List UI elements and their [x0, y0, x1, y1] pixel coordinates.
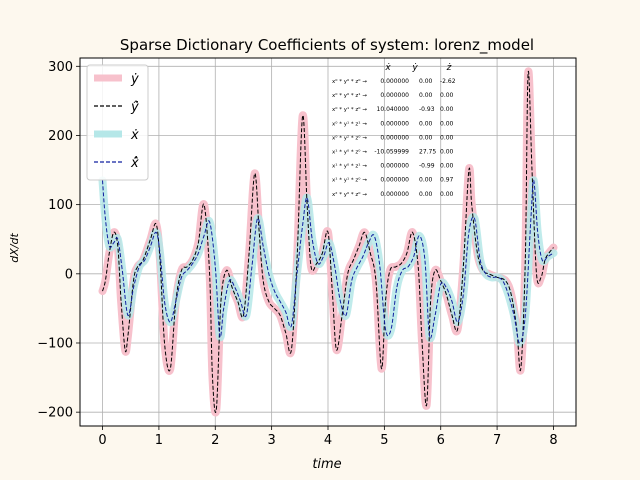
- series-xhat: [102, 179, 554, 344]
- table-value-xdot: 0.000000: [380, 177, 409, 184]
- table-value-zdot: 0.00: [440, 163, 454, 170]
- legend-label-ydot: ẏ: [130, 72, 139, 87]
- table-row: x⁰ * y² * z⁰ → 0.000000 0.00 0.00: [332, 134, 454, 141]
- table-value-xdot: 0.000000: [380, 120, 409, 127]
- table-value-zdot: 0.00: [440, 149, 454, 156]
- series-group: [98, 67, 558, 417]
- table-term: x¹ * y¹ * z⁰ →: [332, 177, 367, 184]
- x-tick-label: 7: [493, 433, 501, 448]
- table-value-ydot: 0.00: [419, 92, 433, 99]
- table-row: x⁰ * y⁰ * z¹ → 0.000000 0.00 0.00: [332, 92, 454, 99]
- x-tick-label: 2: [211, 433, 219, 448]
- legend: ẏ ŷ̇ ẋ x̂̇: [86, 64, 149, 181]
- x-tick-label: 4: [324, 433, 332, 448]
- table-value-xdot: 0.000000: [380, 163, 409, 170]
- table-row: x¹ * y⁰ * z⁰ → -10.059999 27.75 0.00: [332, 149, 454, 156]
- table-row: x⁰ * y¹ * z⁰ → 10.040000 -0.93 0.00: [332, 106, 454, 113]
- table-term: x¹ * y⁰ * z¹ →: [332, 163, 367, 170]
- x-axis-label: time: [312, 457, 341, 472]
- table-header: ż: [446, 63, 452, 73]
- table-value-zdot: 0.00: [440, 92, 454, 99]
- table-value-ydot: 0.00: [419, 120, 433, 127]
- table-value-ydot: 27.75: [419, 149, 436, 156]
- x-tick-label: 5: [380, 433, 388, 448]
- table-row: x⁰ * y⁰ * z⁰ → 0.000000 0.00 -2.62: [332, 78, 456, 85]
- table-value-xdot: 0.000000: [380, 134, 409, 141]
- table-row: x¹ * y¹ * z⁰ → 0.000000 0.00 0.97: [332, 177, 454, 184]
- legend-label-xhat: x̂̇: [130, 156, 139, 171]
- table-value-xdot: 0.000000: [380, 78, 409, 85]
- table-value-zdot: 0.00: [440, 120, 454, 127]
- table-header: ẋ: [384, 63, 391, 73]
- y-tick-label: 100: [48, 198, 73, 213]
- series-yhat: [102, 70, 554, 413]
- legend-label-xdot: ẋ: [130, 128, 139, 143]
- y-tick-label: −200: [37, 406, 73, 421]
- table-term: x⁰ * y¹ * z¹ →: [332, 120, 367, 127]
- y-tick-label: 200: [48, 129, 73, 144]
- table-term: x² * y⁰ * z⁰ →: [332, 191, 367, 198]
- y-axis-label: dX/dt: [8, 233, 21, 263]
- axis-ticks: 0 1 2 3 4 5 6 7 8 −200 −100 0 100 200 300: [37, 60, 557, 448]
- table-row: x² * y⁰ * z⁰ → 0.000000 0.00 0.00: [332, 191, 454, 198]
- table-value-xdot: -10.059999: [374, 149, 409, 156]
- table-term: x⁰ * y² * z⁰ →: [332, 134, 367, 141]
- table-value-zdot: 0.00: [440, 106, 454, 113]
- x-tick-label: 3: [267, 433, 275, 448]
- table-term: x⁰ * y⁰ * z¹ →: [332, 92, 367, 99]
- table-value-zdot: 0.97: [440, 177, 454, 184]
- y-tick-label: 0: [65, 267, 73, 282]
- table-value-ydot: 0.00: [419, 191, 433, 198]
- y-tick-label: 300: [48, 60, 73, 75]
- table-value-xdot: 10.040000: [377, 106, 410, 113]
- table-value-ydot: 0.00: [419, 134, 433, 141]
- series-layer: [98, 67, 558, 417]
- table-value-ydot: 0.00: [419, 78, 433, 85]
- table-term: x⁰ * y¹ * z⁰ →: [332, 106, 367, 113]
- table-value-ydot: -0.99: [419, 163, 435, 170]
- chart-title: Sparse Dictionary Coefficients of system…: [120, 36, 534, 55]
- x-tick-label: 0: [98, 433, 106, 448]
- table-value-ydot: 0.00: [419, 177, 433, 184]
- table-term: x⁰ * y⁰ * z⁰ →: [332, 78, 367, 85]
- table-value-zdot: 0.00: [440, 134, 454, 141]
- x-tick-label: 6: [437, 433, 445, 448]
- table-value-ydot: -0.93: [419, 106, 435, 113]
- legend-label-yhat: ŷ̇: [130, 100, 139, 115]
- x-tick-label: 8: [549, 433, 557, 448]
- legend-box: [86, 64, 149, 181]
- table-value-zdot: -2.62: [440, 78, 456, 85]
- table-header: ẏ: [411, 63, 418, 73]
- table-term: x¹ * y⁰ * z⁰ →: [332, 149, 367, 156]
- y-tick-label: −100: [37, 336, 73, 351]
- x-tick-label: 1: [155, 433, 163, 448]
- table-value-zdot: 0.00: [440, 191, 454, 198]
- table-value-xdot: 0.000000: [380, 92, 409, 99]
- table-row: x⁰ * y¹ * z¹ → 0.000000 0.00 0.00: [332, 120, 454, 127]
- table-row: x¹ * y⁰ * z¹ → 0.000000 -0.99 0.00: [332, 163, 454, 170]
- table-value-xdot: 0.000000: [380, 191, 409, 198]
